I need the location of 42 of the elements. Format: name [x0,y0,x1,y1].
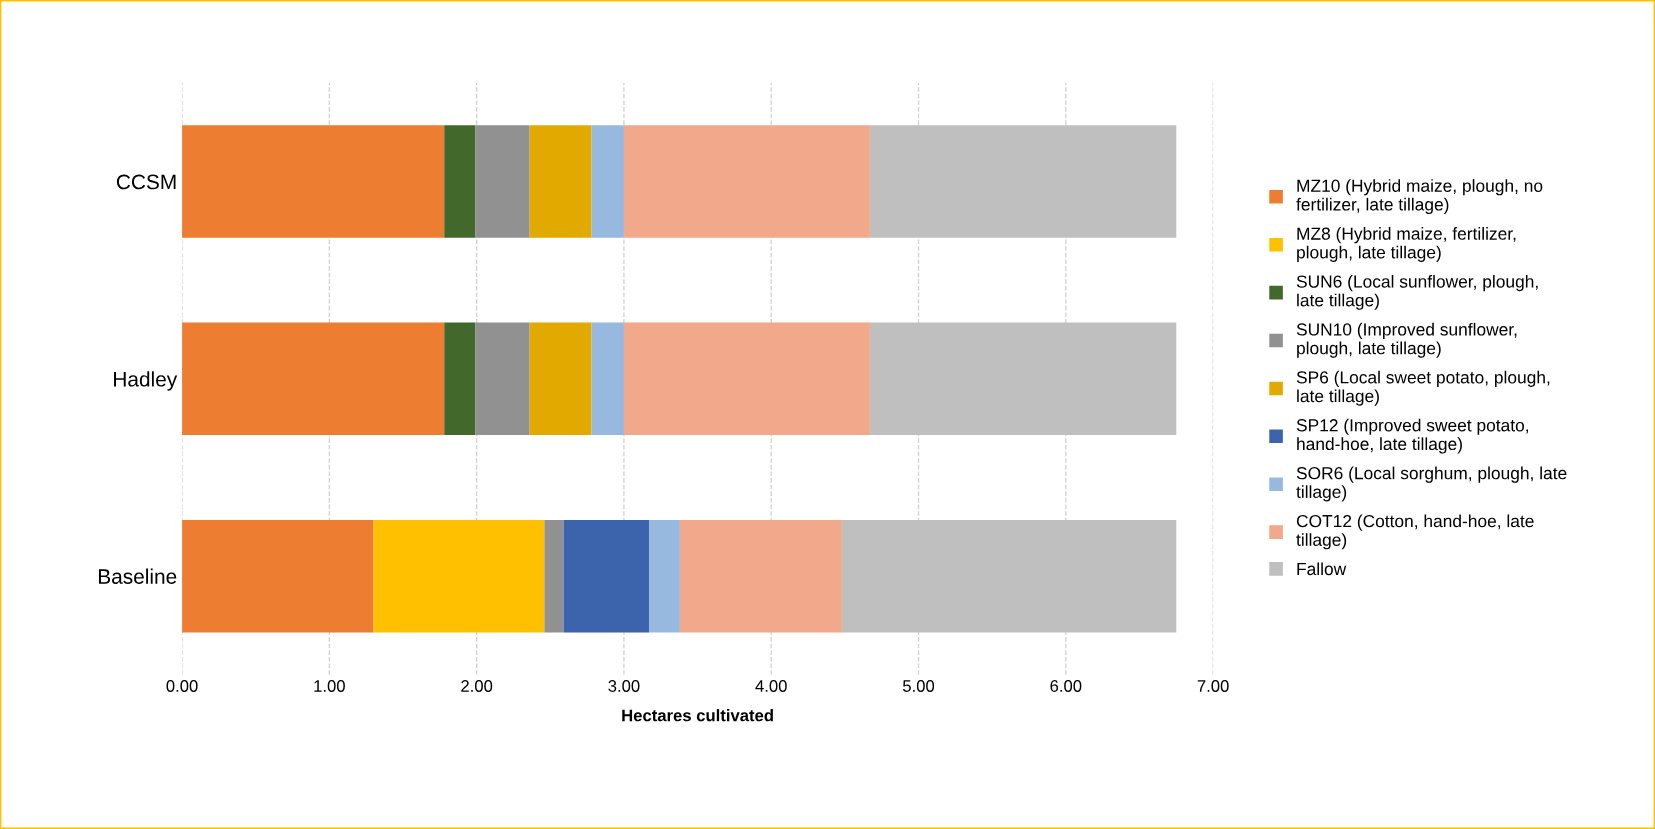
legend-label: Fallow [1297,562,1347,576]
bar [623,322,870,436]
x-tick-label: 5.00 [902,680,935,692]
bar [373,519,545,633]
x-tick-label: 0.00 [166,680,198,692]
bar [529,322,592,436]
legend-label: SUN10 (Improved sunflower, plough, late tillage) [1296,322,1517,358]
legend-label: SP12 (Improved sweet potato, hand-hoe, late tillage) [1296,418,1528,454]
x-tick-label: 4.00 [755,680,787,692]
bar [444,125,476,238]
y-tick-label: CCSM [116,174,176,190]
bar [591,125,624,238]
x-tick-label: 2.00 [461,680,493,692]
x-tick-label: 1.00 [314,680,345,692]
legend-label: MZ10 (Hybrid maize, plough, no fertilizer, late tillage) [1296,179,1543,215]
legend-label: MZ8 (Hybrid maize, fertilizer, plough, late tillage) [1297,227,1516,262]
bar [648,519,680,633]
bar [623,125,870,238]
bar [182,322,445,436]
bar [182,125,445,238]
legend-label: COT12 (Cotton, hand-hoe, late tillage) [1296,514,1534,550]
bar [563,519,649,633]
bar [544,519,564,633]
x-tick-label: 3.00 [608,680,640,692]
legend-label: SP6 (Local sweet potato, plough, late tillage) [1296,370,1550,406]
legend-label: SOR6 (Local sorghum, plough, late tillage) [1296,466,1567,502]
y-tick-label: Hadley [114,371,178,391]
x-tick-label: 7.00 [1197,680,1229,692]
x-axis-title: Hectares cultivated [622,709,773,722]
bar [529,125,592,238]
bar [869,125,1177,238]
bar [679,519,842,633]
bar [475,322,530,436]
bar [182,519,374,633]
bar [444,322,476,436]
bar [591,322,624,436]
bar [869,322,1177,436]
x-tick-label: 6.00 [1050,680,1082,692]
y-tick-label: Baseline [98,568,177,584]
legend-label: SUN6 (Local sunflower, plough, late tillage) [1296,274,1538,310]
bar [841,519,1177,633]
bar [475,125,530,238]
